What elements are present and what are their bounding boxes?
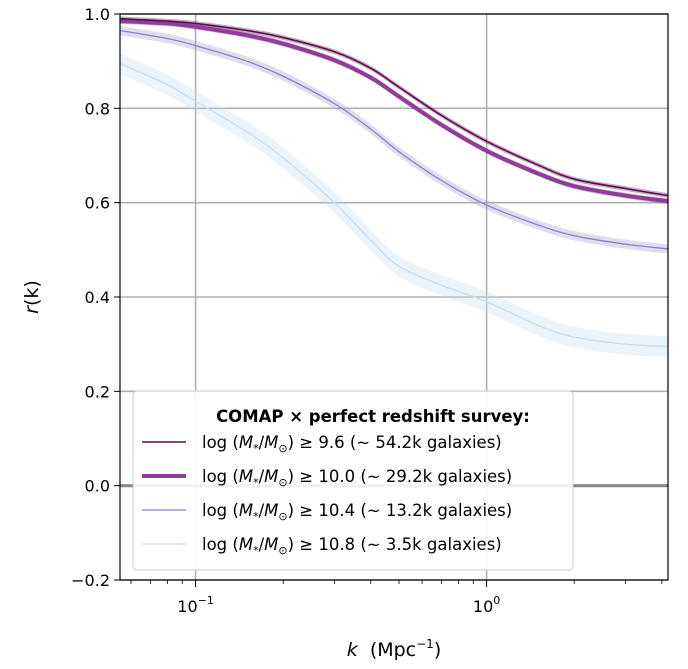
series-line-2 bbox=[120, 29, 668, 250]
series-lines bbox=[120, 17, 668, 348]
legend-entries: log (M*/M⊙) ≥ 9.6 (∼ 54.2k galaxies) log … bbox=[142, 433, 512, 557]
y-tick-label-3: 0.4 bbox=[85, 288, 110, 307]
series-band-3 bbox=[120, 53, 668, 357]
y-tick-label-4: 0.6 bbox=[85, 194, 110, 213]
y-tick-label-5: 0.8 bbox=[85, 99, 110, 118]
legend-label-3: log (M*/M⊙) ≥ 10.8 (∼ 3.5k galaxies) bbox=[202, 535, 502, 557]
x-tick-label-1: 100 bbox=[473, 594, 500, 616]
y-tick-label-1: 0.0 bbox=[85, 477, 110, 496]
y-tick-label-2: 0.2 bbox=[85, 382, 110, 401]
legend-label-1: log (M*/M⊙) ≥ 10.0 (∼ 29.2k galaxies) bbox=[202, 467, 512, 489]
y-axis-label: r(k) bbox=[21, 280, 43, 314]
series-band-2 bbox=[120, 25, 668, 254]
series-line-0 bbox=[120, 17, 668, 197]
x-tick-label-0: 10−1 bbox=[177, 594, 214, 616]
axis-tick-labels: −0.2 0.0 0.2 0.4 0.6 0.8 1.0 10−1 100 bbox=[71, 5, 500, 616]
x-axis-unit: (Mpc bbox=[370, 639, 416, 661]
y-tick-label-0: −0.2 bbox=[71, 571, 110, 590]
series-line-3 bbox=[120, 62, 668, 348]
y-axis-symbol: r bbox=[21, 305, 43, 314]
y-axis-argument: (k) bbox=[21, 280, 43, 306]
confidence-bands bbox=[120, 16, 668, 357]
x-axis-symbol: k bbox=[347, 639, 359, 661]
axis-ticks bbox=[114, 13, 663, 587]
series-line-1 bbox=[120, 19, 668, 204]
legend-label-0: log (M*/M⊙) ≥ 9.6 (∼ 54.2k galaxies) bbox=[202, 433, 502, 455]
x-axis-unit-close: ) bbox=[434, 639, 441, 661]
x-axis-unit-exponent: −1 bbox=[416, 637, 434, 651]
x-axis-label: k (Mpc−1) bbox=[347, 637, 442, 661]
legend-title: COMAP × perfect redshift survey: bbox=[216, 407, 530, 426]
legend-box bbox=[132, 390, 574, 571]
legend-label-2: log (M*/M⊙) ≥ 10.4 (∼ 13.2k galaxies) bbox=[202, 501, 512, 523]
y-tick-label-6: 1.0 bbox=[85, 5, 110, 24]
legend: COMAP × perfect redshift survey: log (M*… bbox=[132, 390, 574, 571]
